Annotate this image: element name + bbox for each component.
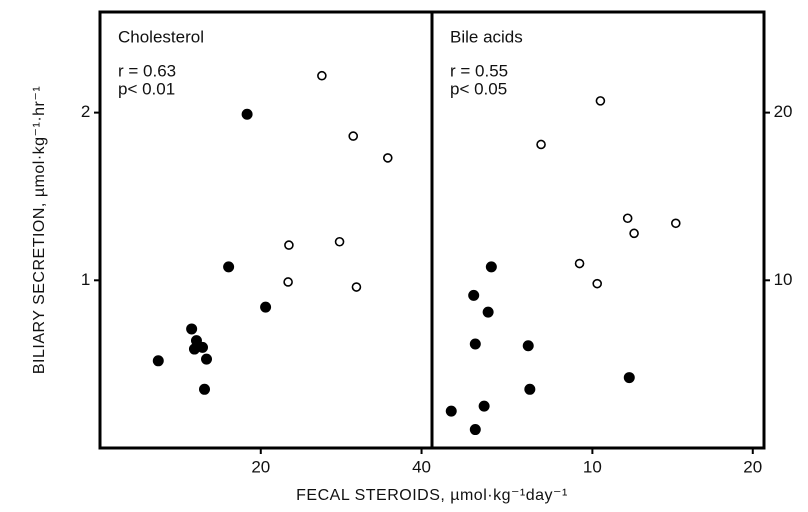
annotation: p< 0.01: [118, 79, 175, 98]
point: [478, 400, 490, 412]
point: [469, 338, 481, 350]
x-tick-label: 40: [412, 457, 431, 476]
point: [469, 424, 481, 436]
point: [260, 301, 272, 313]
point: [670, 218, 681, 229]
y-tick-label: 1: [81, 270, 90, 289]
x-tick-label: 10: [583, 457, 602, 476]
point: [623, 372, 635, 384]
y-tick-label: 2: [81, 102, 90, 121]
point: [283, 277, 293, 287]
point: [152, 355, 164, 367]
point: [595, 96, 606, 106]
x-tick-label: 20: [251, 457, 270, 476]
annotation: p< 0.05: [450, 79, 507, 98]
point: [201, 353, 213, 365]
point: [524, 383, 536, 395]
point: [348, 131, 359, 141]
point: [482, 306, 494, 318]
panel-frame: [430, 10, 766, 450]
point: [445, 405, 457, 417]
point: [574, 258, 585, 269]
point: [284, 240, 294, 250]
y-tick-label: 20: [774, 102, 793, 121]
point: [382, 153, 393, 163]
point: [317, 70, 327, 81]
point: [223, 261, 235, 273]
x-axis-label: FECAL STEROIDS, µmol·kg⁻¹day⁻¹: [296, 487, 568, 504]
point: [186, 323, 198, 335]
point: [196, 341, 208, 353]
point: [241, 108, 253, 120]
point: [522, 340, 534, 352]
point: [485, 261, 497, 273]
y-tick-label: 10: [774, 270, 793, 289]
point: [536, 139, 546, 150]
point: [629, 228, 639, 239]
x-tick-label: 20: [743, 457, 762, 476]
point: [351, 282, 362, 292]
annotation: r = 0.63: [118, 61, 176, 80]
point: [622, 213, 633, 224]
point: [592, 278, 602, 289]
point: [468, 289, 480, 301]
point: [199, 383, 211, 395]
point: [334, 236, 345, 247]
panel-title: Cholesterol: [118, 27, 204, 46]
y-axis-label: BILIARY SECRETION, µmol·kg⁻¹·hr⁻¹: [31, 86, 48, 374]
annotation: r = 0.55: [450, 61, 508, 80]
panel-title: Bile acids: [450, 27, 523, 46]
